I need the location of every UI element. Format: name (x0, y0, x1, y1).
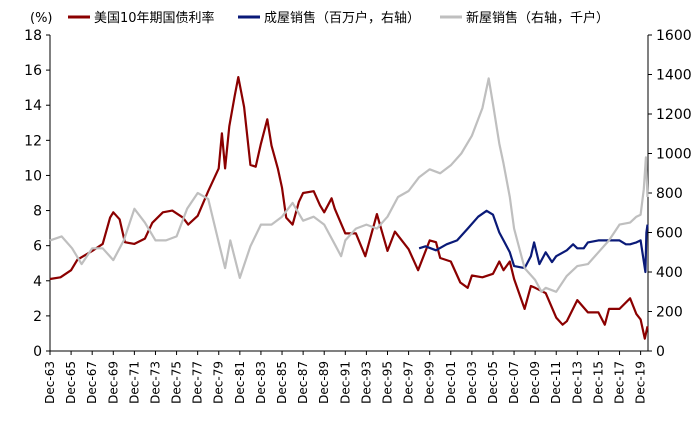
axes-layer: 0 2 4 6 8 10 12 14 16 18 0 200 400 600 800 1000 1200 1400… (24, 28, 691, 404)
x-tick-label: Dec-11 (549, 361, 563, 404)
x-tick-label: Dec-13 (570, 361, 584, 404)
x-tick-label: Dec-09 (528, 361, 542, 404)
series-line-3 (49, 77, 649, 293)
x-tick-label: Dec-67 (85, 361, 99, 404)
left-y-tick-label: 18 (24, 28, 42, 44)
x-tick-label: Dec-15 (591, 361, 605, 404)
x-tick-label: Dec-97 (402, 361, 416, 404)
x-tick-label: Dec-79 (212, 361, 226, 404)
legend-label-2: 成屋销售（百万户，右轴） (264, 10, 420, 26)
right-y-tick-label: 1000 (656, 147, 692, 163)
left-axis-unit-label: (%) (30, 11, 53, 26)
x-tick-label: Dec-87 (296, 361, 310, 404)
left-y-tick-label: 10 (24, 168, 42, 184)
x-tick-label: Dec-05 (486, 361, 500, 404)
series-line-1 (49, 76, 649, 340)
left-y-tick-label: 16 (24, 63, 42, 79)
left-y-tick-label: 8 (33, 204, 42, 220)
x-tick-label: Dec-17 (613, 361, 627, 404)
x-tick-label: Dec-81 (233, 361, 247, 404)
series-layer (49, 76, 649, 340)
right-y-tick-label: 200 (656, 305, 683, 321)
series-line-2 (418, 209, 649, 274)
right-y-tick-label: 400 (656, 265, 683, 281)
right-y-tick-label: 1600 (656, 28, 692, 44)
x-tick-label: Dec-03 (465, 361, 479, 404)
left-y-tick-label: 2 (33, 309, 42, 325)
x-tick-label: Dec-91 (338, 361, 352, 404)
x-tick-label: Dec-95 (380, 361, 394, 404)
right-y-tick-label: 1400 (656, 68, 692, 84)
x-tick-label: Dec-99 (423, 361, 437, 404)
legend-label-1: 美国10年期国债利率 (94, 10, 215, 26)
right-y-tick-label: 600 (656, 226, 683, 242)
x-tick-label: Dec-75 (170, 361, 184, 404)
legend-label-3: 新屋销售（右轴，千户） (466, 10, 609, 26)
x-tick-label: Dec-69 (106, 361, 120, 404)
x-tick-label: Dec-73 (148, 361, 162, 404)
left-y-tick-label: 4 (33, 274, 42, 290)
x-tick-label: Dec-83 (254, 361, 268, 404)
x-tick-label: Dec-07 (507, 361, 521, 404)
x-tick-label: Dec-65 (64, 361, 78, 404)
legend: 美国10年期国债利率 成屋销售（百万户，右轴） 新屋销售（右轴，千户） (68, 10, 609, 26)
right-y-tick-label: 800 (656, 186, 683, 202)
x-tick-label: Dec-89 (317, 361, 331, 404)
left-y-tick-label: 6 (33, 239, 42, 255)
x-tick-label: Dec-77 (191, 361, 205, 404)
left-y-tick-label: 12 (24, 133, 42, 149)
left-y-tick-label: 0 (33, 344, 42, 360)
left-y-tick-label: 14 (24, 98, 42, 114)
x-tick-label: Dec-19 (634, 361, 648, 404)
x-tick-label: Dec-71 (127, 361, 141, 404)
x-tick-label: Dec-63 (43, 361, 57, 404)
x-tick-label: Dec-85 (275, 361, 289, 404)
x-tick-label: Dec-93 (359, 361, 373, 404)
x-tick-label: Dec-01 (444, 361, 458, 404)
right-y-tick-label: 1200 (656, 107, 692, 123)
right-y-tick-label: 0 (656, 344, 665, 360)
